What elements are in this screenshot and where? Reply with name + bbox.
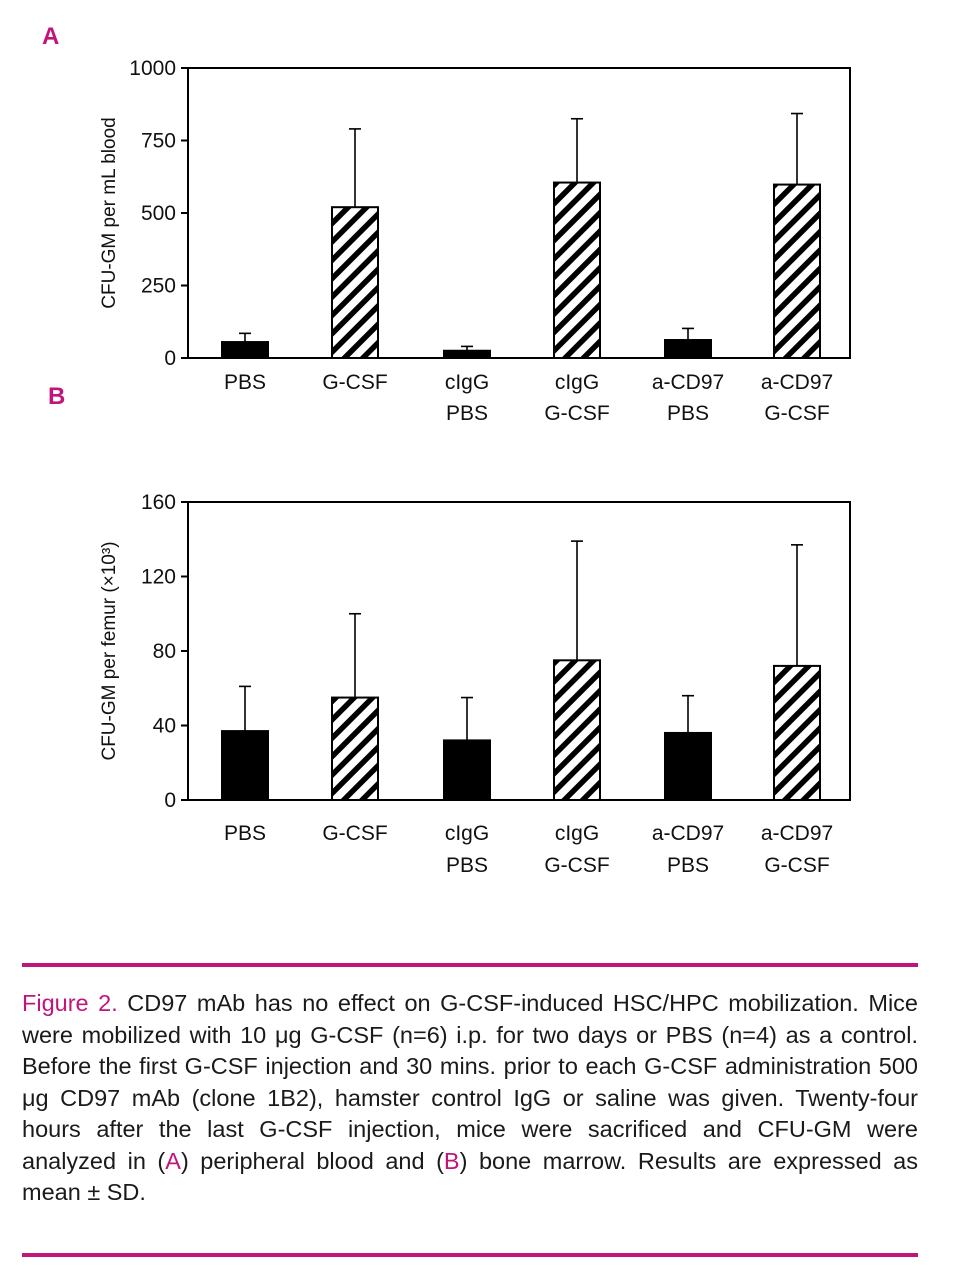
bar-solid — [443, 349, 491, 359]
category-label: G-CSF — [544, 854, 609, 877]
bar-solid — [443, 739, 491, 802]
bar-solid — [664, 339, 712, 359]
y-axis-title: CFU-GM per femur (×10³) — [99, 541, 120, 760]
bar-hatched — [553, 181, 601, 359]
category-label: cIgG — [445, 822, 489, 845]
category-label: G-CSF — [764, 854, 829, 877]
y-axis-title: CFU-GM per mL blood — [99, 117, 120, 308]
caption-ref-a: A — [165, 1147, 181, 1174]
bar-hatched — [331, 696, 379, 801]
plot-frame — [187, 501, 851, 801]
bar-hatched — [331, 206, 379, 359]
bar-solid — [664, 731, 712, 802]
category-label: PBS — [667, 854, 709, 877]
category-label: PBS — [446, 402, 488, 425]
y-tick-label: 40 — [153, 715, 176, 738]
caption-body-3: ) bone marrow. Results are expressed as … — [22, 1147, 919, 1206]
category-label: PBS — [667, 402, 709, 425]
category-label: G-CSF — [322, 822, 387, 845]
caption-bottom-rule — [22, 1253, 918, 1257]
category-label: a-CD97 — [652, 822, 724, 845]
caption-ref-b: B — [443, 1147, 460, 1174]
y-tick-label: 80 — [153, 640, 176, 663]
caption-body-1: Mice were mobilized with 10 μg G-CSF (n=… — [22, 990, 919, 1174]
plot-frame — [187, 67, 851, 359]
category-label: a-CD97 — [761, 371, 833, 394]
figure-caption: Figure 2. CD97 mAb has no effect on G-CS… — [22, 988, 918, 1209]
y-tick-label: 160 — [141, 491, 176, 514]
bar-solid — [221, 341, 269, 359]
category-label: a-CD97 — [761, 822, 833, 845]
y-tick-label: 500 — [141, 202, 176, 225]
bar-solid — [221, 730, 269, 802]
category-label: a-CD97 — [652, 371, 724, 394]
category-label: G-CSF — [764, 402, 829, 425]
y-tick-label: 250 — [141, 275, 176, 298]
panel-a-chart: A 0 250 500 750 1000 CFU-GM per mL blood PBS G-C… — [42, 23, 851, 425]
caption-body-2: ) peripheral blood and ( — [180, 1147, 444, 1174]
y-tick-label: 0 — [164, 789, 176, 812]
category-label: G-CSF — [322, 371, 387, 394]
y-tick-label: 750 — [141, 130, 176, 153]
figure-charts: A 0 250 500 750 1000 CFU-GM per mL blood PBS G-C… — [42, 23, 851, 877]
category-label: PBS — [224, 822, 266, 845]
y-tick-label: 1000 — [129, 57, 176, 80]
y-tick-label: 120 — [141, 566, 176, 589]
category-label: G-CSF — [544, 402, 609, 425]
bar-hatched — [553, 659, 601, 801]
panel-letter: A — [42, 23, 59, 50]
caption-title: CD97 mAb has no effect on G-CSF-induced … — [127, 990, 859, 1016]
bar-hatched — [773, 183, 821, 359]
panel-letter: B — [48, 383, 65, 410]
panel-b-chart: B 0 40 80 120 160 CFU-GM per femur (×10³) PBS G-… — [48, 383, 851, 877]
category-label: cIgG — [445, 371, 489, 394]
category-label: PBS — [224, 371, 266, 394]
category-label: cIgG — [555, 371, 599, 394]
figure-label: Figure 2. — [22, 990, 118, 1016]
category-label: cIgG — [555, 822, 599, 845]
caption-top-rule — [22, 963, 918, 967]
bar-hatched — [773, 664, 821, 802]
category-label: PBS — [446, 854, 488, 877]
y-tick-label: 0 — [164, 347, 176, 370]
